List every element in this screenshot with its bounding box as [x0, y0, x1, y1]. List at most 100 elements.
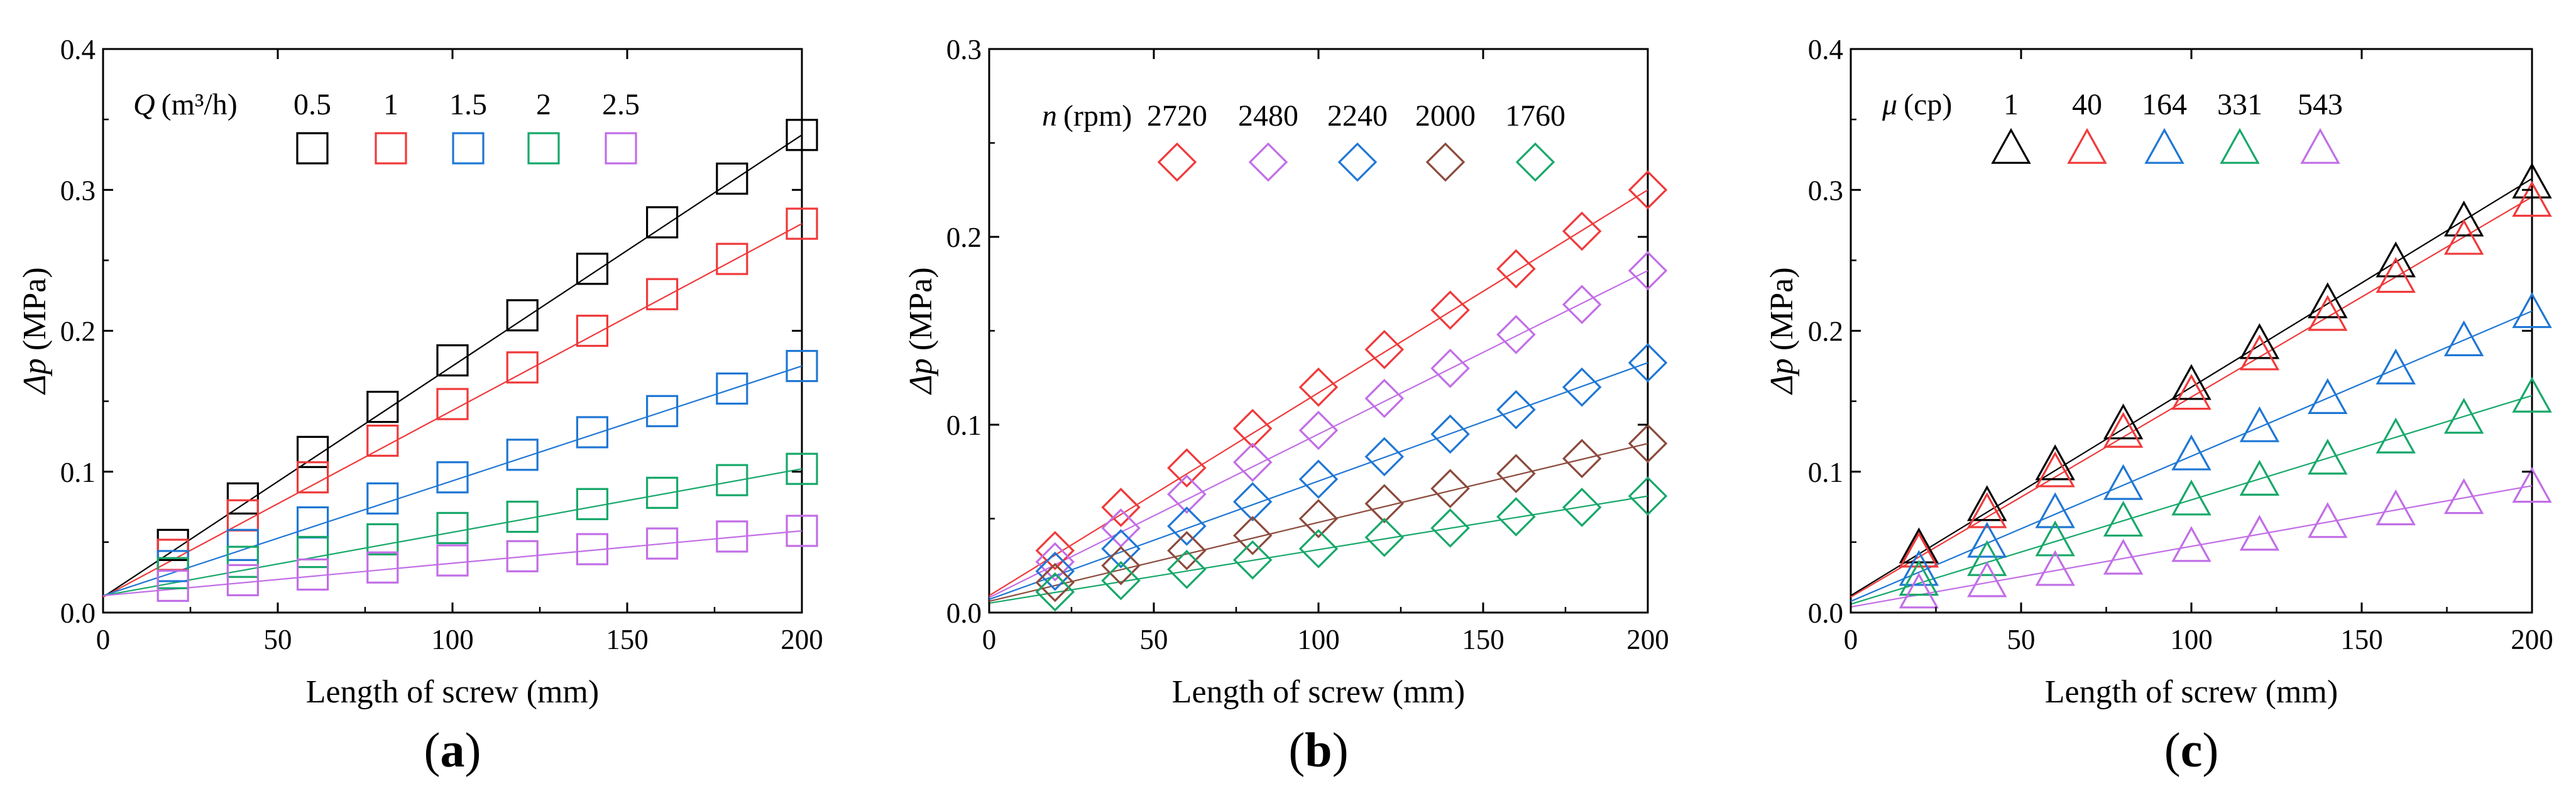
data-point-1760	[1562, 488, 1602, 527]
data-point-2240	[1562, 367, 1602, 407]
data-point-2.5	[645, 527, 679, 560]
panel-letter-a: a	[441, 723, 465, 777]
legend-unit-b: (rpm)	[1063, 99, 1132, 133]
x-tick-label: 150	[2340, 624, 2383, 655]
data-point-2000	[1628, 423, 1668, 464]
x-tick-label: 150	[606, 624, 649, 655]
panel-label-a: (a)	[424, 723, 481, 777]
data-point-331	[2512, 376, 2552, 413]
data-point-2000	[1430, 469, 1470, 508]
data-point-543	[2239, 515, 2280, 551]
data-point-40	[2171, 374, 2212, 410]
legend-marker-1	[1991, 128, 2031, 164]
data-point-2720	[1562, 211, 1602, 251]
data-point-1	[297, 461, 329, 494]
legend-value-543: 543	[2298, 88, 2343, 121]
data-point-2	[716, 464, 748, 496]
y-axis-unit-a: (MPa)	[17, 267, 53, 351]
data-point-1.5	[576, 416, 609, 449]
panel-label-b: (b)	[1288, 723, 1348, 777]
panel-b: 0 50 100 150 200 0.0 0.1 0.2 0.3 n (rpm) 2720 2480…	[903, 34, 1669, 777]
x-axis-label-b: Length of screw (mm)	[1172, 674, 1465, 710]
fit-line-2.5	[102, 530, 803, 597]
data-point-1760	[1364, 518, 1405, 557]
data-point-2.5	[366, 551, 399, 584]
data-point-2000	[1562, 439, 1602, 479]
x-axis-label-a: Length of screw (mm)	[306, 674, 599, 710]
x-tick-label: 50	[264, 624, 292, 655]
data-point-40	[2376, 256, 2416, 293]
panel-a: 0 50 100 150 200 0.0 0.1 0.2 0.3 0.4 Q (m³/h) 0.5 1…	[17, 34, 823, 777]
data-point-164	[2171, 434, 2212, 471]
data-point-2720	[1035, 531, 1075, 570]
y-tick-label: 0.1	[946, 410, 982, 441]
data-point-1760	[1628, 476, 1668, 516]
legend-value-331: 331	[2217, 88, 2262, 121]
data-point-2240	[1430, 414, 1470, 454]
data-point-331	[2239, 459, 2280, 496]
data-point-2480	[1562, 285, 1602, 324]
y-tick-label: 0.4	[1808, 34, 1843, 65]
legend-value-2240: 2240	[1327, 99, 1388, 133]
x-tick-label: 0	[982, 624, 997, 655]
legend-value-40: 40	[2072, 88, 2102, 121]
data-point-1.5	[297, 506, 329, 539]
data-point-2240	[1628, 343, 1668, 383]
data-point-2	[506, 500, 539, 533]
x-tick-label: 200	[1626, 624, 1669, 655]
fit-line-40	[1850, 196, 2533, 598]
data-point-2.5	[436, 544, 469, 577]
data-point-1.5	[716, 372, 748, 405]
data-point-1	[2239, 323, 2280, 359]
data-point-1.5	[226, 528, 259, 561]
data-point-0.5	[436, 344, 469, 377]
panel-letter-b: b	[1305, 723, 1332, 777]
data-point-2	[786, 452, 818, 485]
legend-marker-0.5	[296, 132, 329, 165]
y-tick-label: 0.1	[1808, 457, 1843, 488]
data-point-1	[2171, 364, 2212, 400]
data-point-40	[2103, 412, 2144, 448]
fit-line-1760	[989, 495, 1648, 604]
data-point-1	[786, 207, 818, 240]
x-axis-label-c: Length of screw (mm)	[2045, 674, 2338, 710]
data-point-1	[2443, 200, 2484, 237]
legend-title-b: n (rpm)	[1042, 99, 1132, 133]
fit-line-331	[1850, 395, 2533, 605]
fit-lines-b	[989, 189, 1648, 604]
data-point-2480	[1628, 251, 1668, 291]
legend-marker-40	[2067, 128, 2107, 164]
data-point-1	[2512, 162, 2552, 199]
x-tick-label: 100	[431, 624, 474, 655]
data-point-331	[2171, 479, 2212, 516]
data-point-2240	[1101, 529, 1141, 569]
fit-line-1.5	[102, 365, 803, 597]
y-tick-label: 0.0	[1808, 597, 1843, 629]
data-point-1	[2035, 444, 2075, 481]
data-point-2.5	[297, 558, 329, 591]
data-point-2000	[1035, 562, 1075, 603]
y-tick-label: 0.3	[946, 34, 982, 65]
legend-marker-1760	[1515, 142, 1555, 182]
data-point-1.5	[506, 439, 539, 471]
legend-marker-164	[2144, 128, 2184, 164]
data-point-2000	[1364, 484, 1405, 523]
data-point-2.5	[156, 569, 189, 602]
legend-value-1760: 1760	[1505, 99, 1565, 133]
data-point-1	[366, 424, 399, 457]
data-point-331	[1899, 560, 1939, 596]
data-point-40	[2035, 451, 2075, 488]
data-point-2.5	[226, 564, 259, 597]
fit-line-2000	[989, 442, 1648, 603]
data-point-1760	[1167, 549, 1207, 589]
data-point-40	[2512, 180, 2552, 217]
y-tick-label: 0.3	[1808, 175, 1843, 206]
y-axis-unit-b: (MPa)	[903, 267, 939, 351]
data-point-1.5	[366, 482, 399, 515]
legend-value-1.5: 1.5	[449, 88, 487, 121]
data-point-164	[1899, 550, 1939, 586]
legend-marker-1.5	[452, 132, 485, 165]
legend-unit-a: (m³/h)	[162, 88, 238, 121]
ticks-c: 0 50 100 150 200 0.0 0.1 0.2 0.3 0.4	[1808, 34, 2553, 655]
data-point-164	[1967, 521, 2007, 558]
